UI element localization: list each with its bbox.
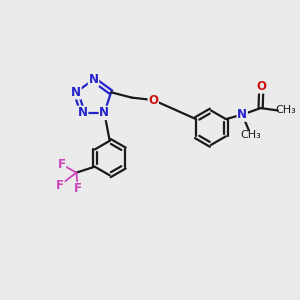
Text: N: N [78, 106, 88, 119]
Text: F: F [74, 182, 82, 196]
Text: CH₃: CH₃ [241, 130, 262, 140]
Text: F: F [56, 178, 64, 192]
Text: N: N [88, 73, 98, 86]
Text: N: N [71, 86, 81, 99]
Text: CH₃: CH₃ [275, 106, 296, 116]
Text: F: F [58, 158, 65, 171]
Text: N: N [237, 108, 247, 121]
Text: O: O [148, 94, 158, 106]
Text: O: O [256, 80, 266, 93]
Text: N: N [99, 106, 110, 119]
